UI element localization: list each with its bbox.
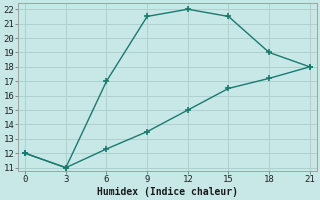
X-axis label: Humidex (Indice chaleur): Humidex (Indice chaleur): [97, 186, 238, 197]
